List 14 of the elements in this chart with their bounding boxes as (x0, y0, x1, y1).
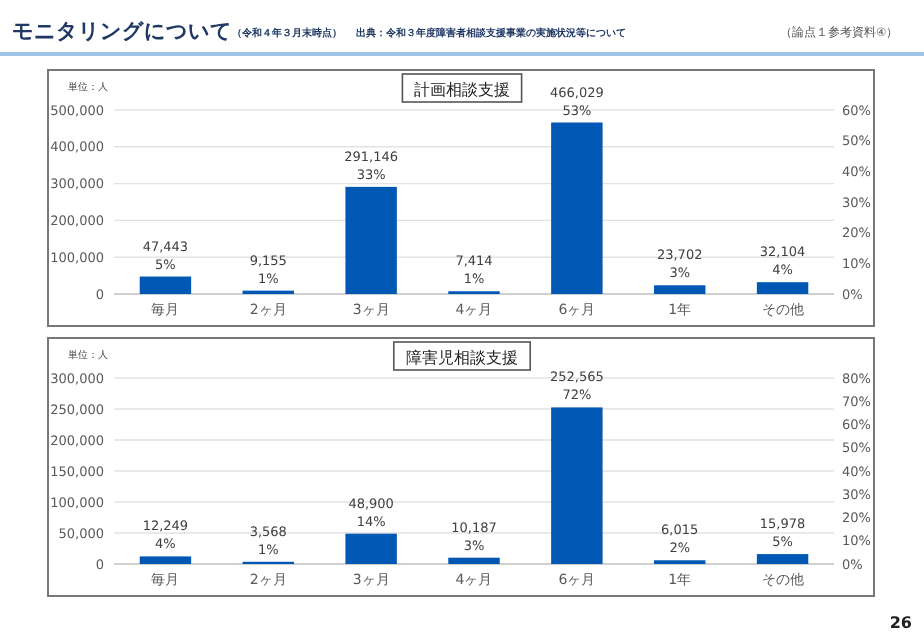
bar (345, 186, 397, 294)
bar (345, 533, 397, 564)
chart-title: 障害児相談支援 (406, 349, 518, 367)
bar (139, 276, 192, 294)
text: モニタリングについて (12, 20, 232, 44)
bar (654, 285, 706, 294)
bar (139, 556, 192, 564)
bar (756, 554, 809, 564)
chart-title: 計画相談支援 (414, 81, 510, 99)
bar (448, 557, 500, 564)
bar (551, 122, 603, 294)
bar (551, 407, 603, 564)
text: 26 (889, 614, 913, 632)
bar (756, 282, 809, 294)
